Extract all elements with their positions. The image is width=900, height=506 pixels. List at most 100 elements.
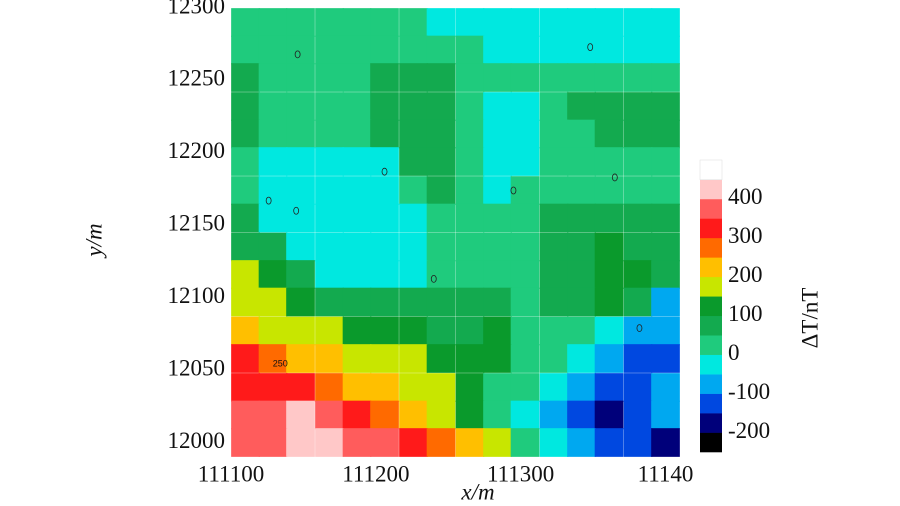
contour-cell <box>510 400 540 430</box>
contour-cell <box>426 232 456 262</box>
contour-cell <box>623 8 653 37</box>
contour-cell <box>567 63 596 92</box>
contour-cell <box>315 316 344 346</box>
y-axis-label: y/m <box>81 223 106 258</box>
colorbar-band <box>700 393 722 414</box>
contour-cell <box>286 316 315 346</box>
contour-cell <box>399 176 428 205</box>
contour-cell <box>623 176 653 205</box>
contour-cell <box>231 119 260 149</box>
contour-cell <box>286 373 315 402</box>
contour-cell <box>510 373 540 402</box>
contour-cell <box>258 373 288 402</box>
contour-cell <box>426 316 456 346</box>
contour-cell <box>370 316 399 346</box>
contour-cell <box>539 400 569 430</box>
contour-cell <box>483 232 512 262</box>
contour-cell <box>315 203 344 233</box>
contour-cell <box>510 92 540 121</box>
y-tick-label: 12150 <box>168 211 226 236</box>
contour-cell <box>399 203 428 233</box>
contour-cell <box>426 400 456 430</box>
contour-cell <box>567 119 596 149</box>
contour-cell <box>342 8 372 37</box>
contour-cell <box>510 176 540 205</box>
colorbar-tick-label: -200 <box>728 418 770 443</box>
contour-cell <box>483 8 512 37</box>
contour-cell <box>231 400 260 430</box>
contour-cell <box>483 260 512 289</box>
colorbar-tick-label: 400 <box>728 184 763 209</box>
colorbar-tick-label: 100 <box>728 301 763 326</box>
x-tick-label: 111100 <box>198 461 264 486</box>
colorbar-band <box>700 218 722 239</box>
contour-cell <box>455 373 485 402</box>
contour-cell <box>426 176 456 205</box>
contour-cell <box>231 232 260 262</box>
x-tick-label: 111200 <box>342 461 409 486</box>
contour-cell <box>315 119 344 149</box>
contour-cell <box>258 147 288 176</box>
contour-cell <box>567 147 596 176</box>
contour-cell <box>286 344 315 373</box>
colorbar-band <box>700 374 722 394</box>
contour-cell <box>567 287 596 317</box>
contour-cell <box>594 287 624 317</box>
contour-cell <box>342 316 372 346</box>
contour-cell <box>426 35 456 65</box>
contour-cell <box>399 344 428 373</box>
contour-cell <box>258 203 288 233</box>
contour-loop <box>636 324 643 332</box>
contour-cell <box>370 147 399 176</box>
contour-cell <box>651 119 680 149</box>
colorbar-band <box>699 159 723 181</box>
contour-cell <box>651 63 680 92</box>
contour-cell <box>342 63 372 92</box>
colorbar-band <box>700 432 722 453</box>
contour-cell <box>315 92 344 121</box>
colorbar-band <box>700 296 722 317</box>
contour-cell <box>623 147 653 176</box>
contour-cell <box>315 344 344 373</box>
contour-cell <box>286 203 315 233</box>
contour-cell <box>594 316 624 346</box>
y-tick-label: 12250 <box>168 66 226 91</box>
contour-cell <box>399 147 428 176</box>
contour-cell <box>286 260 315 289</box>
contour-cell <box>231 316 260 346</box>
contour-cell <box>455 400 485 430</box>
contour-cell <box>399 400 428 430</box>
contour-cell <box>483 63 512 92</box>
contour-cell <box>370 260 399 289</box>
contour-cell <box>455 8 485 37</box>
contour-cell <box>315 260 344 289</box>
contour-cell <box>539 287 569 317</box>
contour-cell <box>315 428 344 457</box>
contour-cell <box>651 232 680 262</box>
contour-cell <box>370 92 399 121</box>
contour-cell <box>651 428 680 457</box>
contour-cell <box>539 35 569 65</box>
contour-cell <box>258 344 288 373</box>
contour-cell <box>567 428 596 457</box>
contour-cell <box>483 119 512 149</box>
contour-cell <box>342 344 372 373</box>
contour-cell <box>651 287 680 317</box>
y-tick-label: 12050 <box>168 355 226 380</box>
contour-cell <box>483 287 512 317</box>
contour-cell <box>342 147 372 176</box>
contour-cell <box>286 63 315 92</box>
contour-cell <box>539 119 569 149</box>
contour-cell <box>370 344 399 373</box>
x-axis-label: x/m <box>460 479 494 504</box>
colorbar-band <box>700 198 722 219</box>
contour-cell <box>315 176 344 205</box>
contour-cell <box>258 400 288 430</box>
contour-cell <box>594 35 624 65</box>
contour-cell <box>510 63 540 92</box>
contour-cell <box>594 373 624 402</box>
contour-cell <box>231 92 260 121</box>
contour-cell <box>623 119 653 149</box>
contour-cell <box>426 373 456 402</box>
contour-cell <box>426 63 456 92</box>
